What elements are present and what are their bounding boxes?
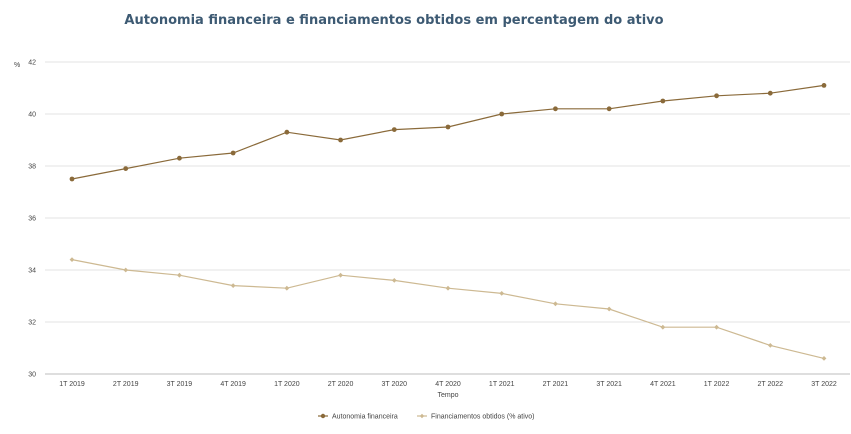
y-tick-label: 40 [28, 112, 36, 119]
data-point [821, 356, 827, 361]
x-axis-label: Tempo [437, 392, 458, 399]
data-point [69, 176, 75, 182]
y-tick-label: 34 [28, 268, 36, 275]
data-point [284, 129, 290, 135]
data-point [767, 90, 773, 96]
data-point [177, 155, 182, 161]
y-axis-ticks: 30 32 34 36 38 40 42 [28, 60, 36, 379]
data-point [821, 83, 827, 88]
data-point [445, 124, 451, 130]
data-point [714, 93, 719, 99]
series-line [71, 259, 825, 359]
series-line [71, 84, 825, 180]
data-point [123, 267, 129, 273]
x-tick-label: 3T 2021 [596, 381, 622, 388]
y-axis-label: % [14, 62, 20, 69]
data-point [714, 324, 719, 330]
x-tick-label: 2T 2021 [543, 381, 569, 388]
data-point [660, 98, 666, 104]
series-layer [69, 83, 827, 361]
series-1 [69, 83, 827, 182]
y-tick-label: 38 [28, 164, 36, 171]
chart-title: Autonomia financeira e financiamentos ob… [124, 13, 663, 28]
data-point [499, 291, 505, 296]
data-point [177, 272, 182, 278]
data-point [230, 283, 236, 288]
y-tick-label: 32 [28, 320, 36, 327]
x-tick-label: 3T 2020 [382, 381, 408, 388]
y-tick-label: 42 [28, 60, 36, 67]
data-point [391, 127, 397, 132]
data-point [606, 106, 612, 112]
x-tick-label: 2T 2022 [758, 381, 784, 388]
legend-marker [419, 413, 425, 419]
data-point [69, 257, 75, 262]
x-tick-label: 3T 2022 [811, 381, 837, 388]
data-point [284, 285, 290, 291]
data-point [123, 166, 129, 172]
x-tick-label: 2T 2020 [328, 381, 354, 388]
y-tick-label: 30 [28, 372, 36, 379]
series-2 [69, 257, 827, 361]
data-point [338, 272, 343, 278]
legend-label: Autonomia financeira [332, 414, 398, 421]
x-tick-label: 4T 2019 [220, 381, 246, 388]
data-point [553, 106, 558, 112]
x-tick-label: 4T 2021 [650, 381, 676, 388]
legend-item: Financiamentos obtidos (% ativo) [417, 414, 535, 421]
y-tick-label: 36 [28, 216, 36, 223]
x-tick-label: 1T 2019 [59, 381, 85, 388]
data-point [553, 301, 558, 307]
x-tick-label: 3T 2019 [167, 381, 193, 388]
x-tick-label: 1T 2022 [704, 381, 730, 388]
legend-label: Financiamentos obtidos (% ativo) [431, 414, 535, 421]
data-point [338, 137, 343, 143]
x-tick-label: 2T 2019 [113, 381, 139, 388]
legend-item: Autonomia financeira [318, 414, 398, 421]
data-point [767, 343, 773, 348]
x-axis-ticks: 1T 2019 2T 2019 3T 2019 4T 2019 1T 2020 2T 20… [59, 381, 837, 388]
data-point [445, 285, 451, 291]
grid-lines [45, 61, 850, 375]
data-point [230, 150, 236, 156]
legend-marker [320, 413, 326, 419]
legend: Autonomia financeira Financiamentos obtid… [318, 414, 535, 421]
data-point [391, 278, 397, 283]
data-point [660, 324, 666, 330]
x-tick-label: 4T 2020 [435, 381, 461, 388]
x-tick-label: 1T 2020 [274, 381, 300, 388]
x-tick-label: 1T 2021 [489, 381, 515, 388]
data-point [606, 306, 612, 312]
data-point [499, 111, 505, 117]
